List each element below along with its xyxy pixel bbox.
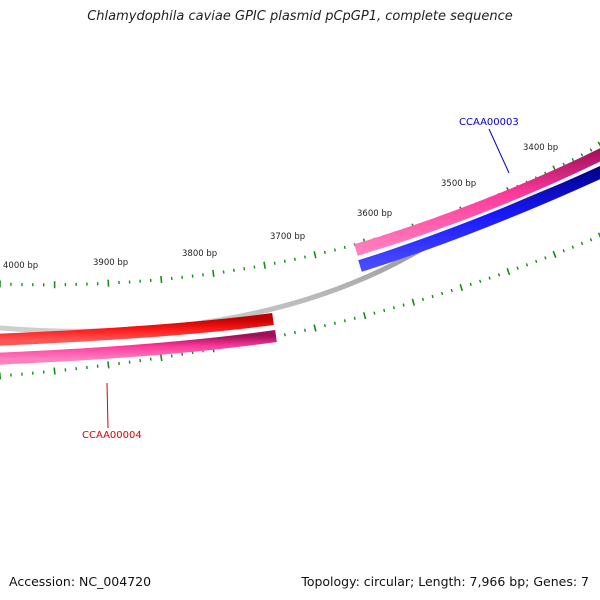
inner-ring-tick bbox=[506, 268, 511, 276]
inner-ring-tick bbox=[441, 291, 444, 296]
ccaa00003-connector bbox=[488, 128, 510, 174]
tick-label-4000: 4000 bp bbox=[3, 261, 38, 271]
inner-ring-tick bbox=[431, 294, 434, 299]
inner-ring-tick bbox=[181, 352, 184, 356]
inner-ring-tick bbox=[392, 306, 395, 310]
outer-ring-tick bbox=[313, 251, 317, 259]
inner-ring-tick bbox=[562, 249, 565, 253]
inner-ring-tick bbox=[580, 241, 584, 246]
inner-ring-tick bbox=[411, 298, 416, 306]
inner-ring-tick bbox=[170, 354, 173, 358]
inner-ring-tick bbox=[313, 324, 317, 332]
inner-ring-tick bbox=[383, 308, 386, 313]
tick-label-3400: 3400 bp bbox=[523, 143, 558, 153]
topology-summary: Topology: circular; Length: 7,966 bp; Ge… bbox=[301, 574, 589, 589]
inner-ring-tick bbox=[323, 324, 326, 328]
inner-ring-tick bbox=[516, 266, 519, 270]
outer-ring-tick bbox=[263, 261, 266, 269]
outer-ring-tick bbox=[571, 157, 575, 162]
outer-ring-tick bbox=[562, 162, 566, 166]
outer-ring-tick bbox=[293, 257, 296, 261]
inner-ring-tick bbox=[497, 273, 501, 277]
outer-ring-tick bbox=[333, 248, 336, 252]
tick-label-3700: 3700 bp bbox=[270, 232, 305, 242]
gene-label-ccaa00004[interactable]: CCAA00004 bbox=[82, 430, 142, 441]
inner-ring-tick bbox=[535, 259, 538, 264]
inner-ring-tick bbox=[149, 357, 152, 361]
outer-ring-tick bbox=[343, 245, 346, 249]
tick-label-3900: 3900 bp bbox=[93, 258, 128, 268]
inner-ring-tick bbox=[159, 353, 163, 362]
inner-ring-tick bbox=[362, 312, 367, 320]
outer-ring-tick bbox=[283, 259, 286, 263]
outer-ring-tick bbox=[589, 148, 593, 152]
outer-ring-tick bbox=[212, 269, 215, 278]
inner-ring-tick bbox=[304, 328, 306, 332]
cds-reverse-left[interactable] bbox=[0, 313, 274, 346]
inner-ring-tick bbox=[402, 303, 405, 307]
tick-label-3600: 3600 bp bbox=[357, 209, 392, 219]
outer-ring-tick bbox=[233, 268, 235, 273]
outer-ring-tick bbox=[323, 250, 326, 254]
ccaa00004-connector bbox=[106, 382, 109, 429]
inner-ring-tick bbox=[373, 311, 376, 315]
outer-ring-tick bbox=[222, 270, 225, 274]
outer-ring-tick bbox=[580, 153, 584, 157]
outer-ring-tick bbox=[304, 255, 306, 259]
inner-ring-tick bbox=[333, 321, 336, 325]
inner-ring-tick bbox=[525, 263, 529, 267]
inner-ring-tick bbox=[450, 288, 453, 293]
gene-label-ccaa00003[interactable]: CCAA00003 bbox=[459, 117, 519, 128]
tick-label-3800: 3800 bp bbox=[182, 249, 217, 259]
inner-ring-tick bbox=[479, 279, 482, 283]
inner-ring-tick bbox=[469, 282, 472, 287]
inner-ring-tick bbox=[552, 250, 557, 258]
inner-ring-tick bbox=[343, 319, 346, 323]
inner-ring-tick bbox=[459, 283, 464, 292]
outer-ring-tick bbox=[273, 261, 276, 265]
inner-ring-tick bbox=[107, 361, 110, 369]
outer-ring-tick bbox=[253, 265, 256, 269]
inner-ring-tick bbox=[283, 333, 286, 337]
inner-ring-tick bbox=[293, 330, 296, 335]
accession-label: Accession: NC_004720 bbox=[9, 574, 152, 589]
cds-forward-right[interactable] bbox=[354, 148, 600, 256]
inner-ring-tick bbox=[53, 367, 56, 375]
outer-ring-tick bbox=[243, 267, 246, 271]
inner-ring-tick bbox=[544, 256, 547, 260]
inner-ring-tick bbox=[597, 232, 600, 238]
inner-ring-tick bbox=[571, 245, 575, 249]
inner-ring-tick bbox=[589, 238, 593, 242]
inner-ring-tick bbox=[421, 297, 425, 301]
inner-ring-tick bbox=[488, 276, 491, 280]
gene-ccaa00003-feature[interactable] bbox=[358, 165, 600, 272]
outer-ring-tick bbox=[597, 141, 600, 147]
gene-ccaa00004-feature[interactable] bbox=[0, 330, 277, 365]
outer-ring-tick bbox=[160, 275, 163, 283]
inner-ring-tick bbox=[353, 316, 356, 320]
map-title: Chlamydophila caviae GPIC plasmid pCpGP1… bbox=[87, 9, 513, 24]
tick-label-3500: 3500 bp bbox=[441, 179, 476, 189]
